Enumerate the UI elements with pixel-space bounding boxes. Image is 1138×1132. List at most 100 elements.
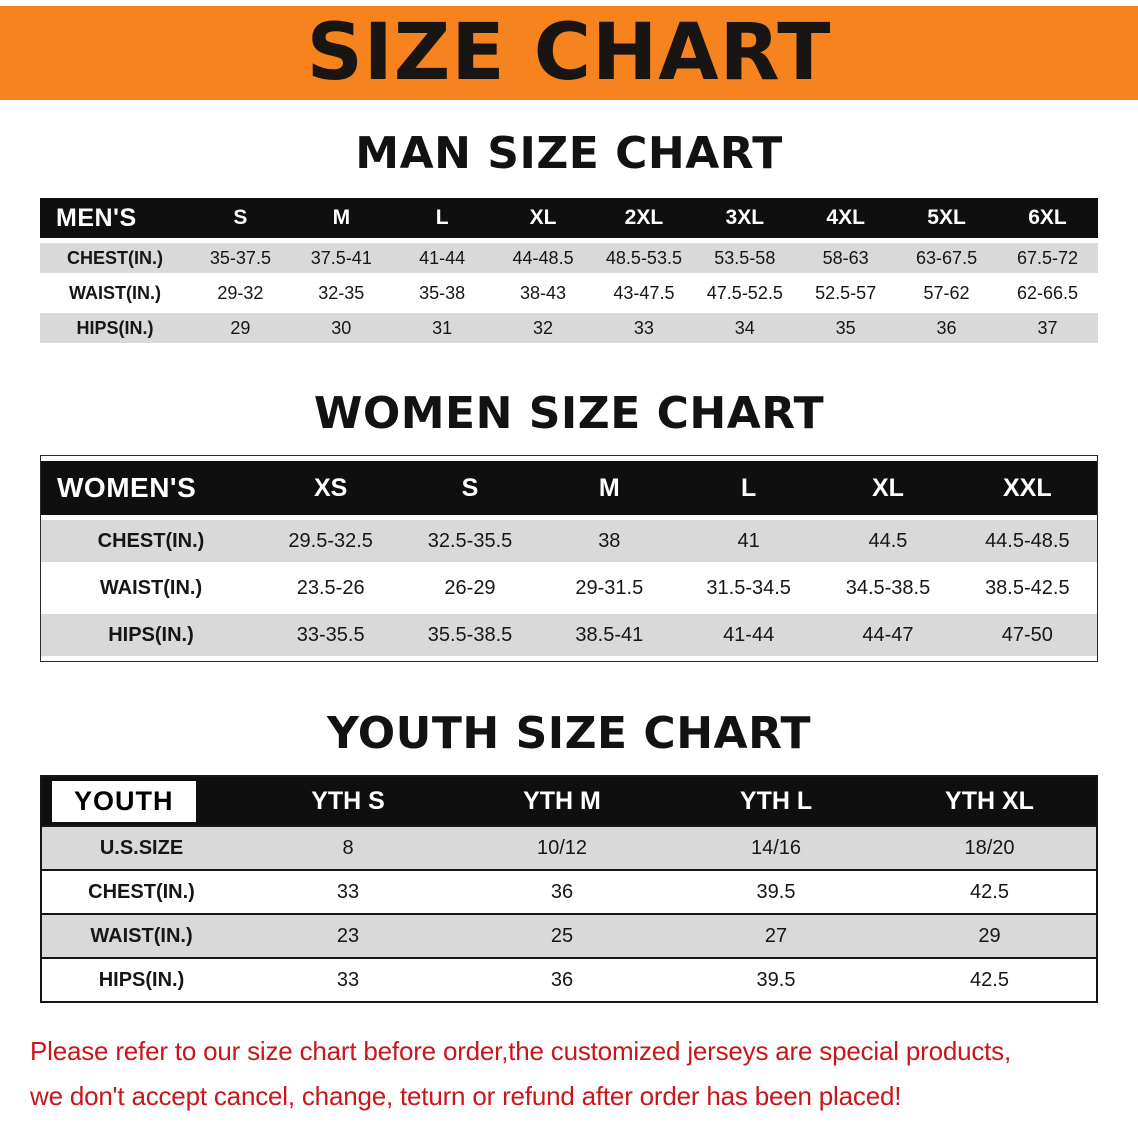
size-value-cell: 8 xyxy=(241,826,455,870)
size-value-cell: 58-63 xyxy=(795,243,897,273)
table-row: CHEST(IN.) 35-37.5 37.5-41 41-44 44-48.5 48.5… xyxy=(40,243,1098,273)
row-label: HIPS(IN.) xyxy=(41,614,261,656)
table-row: CHEST(IN.) 29.5-32.5 32.5-35.5 38 41 44.5 44.5… xyxy=(41,520,1097,562)
size-value-cell: 35 xyxy=(795,313,897,343)
row-label: WAIST(IN.) xyxy=(40,278,190,308)
men-size-table: MEN'S S M L XL 2XL 3XL 4XL 5XL 6XL CHEST(IN.) 35-37… xyxy=(40,193,1098,348)
table-row: HIPS(IN.) 29 30 31 32 33 34 35 36 37 xyxy=(40,313,1098,343)
size-value-cell: 34 xyxy=(694,313,796,343)
size-column-header: 2XL xyxy=(593,198,695,238)
size-column-header: YTH XL xyxy=(883,776,1097,826)
size-value-cell: 29.5-32.5 xyxy=(261,520,401,562)
size-column-header: XXL xyxy=(957,461,1097,515)
size-value-cell: 35-38 xyxy=(391,278,493,308)
table-body: CHEST(IN.) 29.5-32.5 32.5-35.5 38 41 44.5 44.5… xyxy=(41,520,1097,656)
women-section-heading: WOMEN SIZE CHART xyxy=(313,388,825,439)
table-row: CHEST(IN.) 33 36 39.5 42.5 xyxy=(41,870,1097,914)
size-value-cell: 31.5-34.5 xyxy=(678,567,819,609)
women-size-table: WOMEN'S XS S M L XL XXL CHEST(IN.) 29.5-32.5 32.5… xyxy=(40,455,1098,662)
size-value-cell: 36 xyxy=(455,958,669,1002)
size-column-header: XS xyxy=(261,461,401,515)
size-value-cell: 41 xyxy=(678,520,819,562)
size-column-header: YTH L xyxy=(669,776,883,826)
row-label: CHEST(IN.) xyxy=(41,520,261,562)
size-column-header: M xyxy=(539,461,679,515)
table-row: WAIST(IN.) 29-32 32-35 35-38 38-43 43-47.5 47.… xyxy=(40,278,1098,308)
size-value-cell: 44.5 xyxy=(818,520,958,562)
table-header-row: YOUTH YTH S YTH M YTH L YTH XL xyxy=(41,776,1097,826)
size-value-cell: 42.5 xyxy=(883,870,1097,914)
table-row: WAIST(IN.) 23 25 27 29 xyxy=(41,914,1097,958)
size-value-cell: 41-44 xyxy=(678,614,819,656)
title-banner: SIZE CHART xyxy=(0,6,1138,100)
footer-line-2: we don't accept cancel, change, teturn o… xyxy=(30,1080,902,1111)
row-label: WAIST(IN.) xyxy=(41,567,261,609)
size-value-cell: 35-37.5 xyxy=(190,243,291,273)
size-value-cell: 42.5 xyxy=(883,958,1097,1002)
size-value-cell: 37 xyxy=(997,313,1098,343)
size-value-cell: 35.5-38.5 xyxy=(400,614,540,656)
size-column-header: 5XL xyxy=(896,198,997,238)
size-column-header: 3XL xyxy=(694,198,796,238)
table-head: MEN'S S M L XL 2XL 3XL 4XL 5XL 6XL xyxy=(40,198,1098,238)
table-head: WOMEN'S XS S M L XL XXL xyxy=(41,461,1097,515)
size-value-cell: 18/20 xyxy=(883,826,1097,870)
size-column-header: L xyxy=(678,461,819,515)
size-value-cell: 52.5-57 xyxy=(795,278,897,308)
size-value-cell: 39.5 xyxy=(669,958,883,1002)
row-label: U.S.SIZE xyxy=(41,826,241,870)
size-value-cell: 36 xyxy=(455,870,669,914)
youth-section-heading: YOUTH SIZE CHART xyxy=(326,708,811,759)
size-value-cell: 29 xyxy=(190,313,291,343)
table-row: U.S.SIZE 8 10/12 14/16 18/20 xyxy=(41,826,1097,870)
footer-line-1: Please refer to our size chart before or… xyxy=(30,1036,1012,1066)
table-row: HIPS(IN.) 33-35.5 35.5-38.5 38.5-41 41-44 44-… xyxy=(41,614,1097,656)
corner-text: WOMEN'S xyxy=(57,472,197,503)
corner-text: MEN'S xyxy=(56,203,137,232)
youth-size-chart-section: YOUTH SIZE CHART YOUTH YTH S YTH M YTH L YTH… xyxy=(0,708,1138,1003)
size-value-cell: 37.5-41 xyxy=(290,243,392,273)
size-value-cell: 44.5-48.5 xyxy=(957,520,1097,562)
size-value-cell: 33-35.5 xyxy=(261,614,401,656)
size-column-header: XL xyxy=(818,461,958,515)
table-row: WAIST(IN.) 23.5-26 26-29 29-31.5 31.5-34.5 34… xyxy=(41,567,1097,609)
size-value-cell: 33 xyxy=(241,870,455,914)
size-value-cell: 32-35 xyxy=(290,278,392,308)
youth-size-table: YOUTH YTH S YTH M YTH L YTH XL U.S.SIZE 8 10/12… xyxy=(40,775,1098,1003)
size-value-cell: 32.5-35.5 xyxy=(400,520,540,562)
table-row: HIPS(IN.) 33 36 39.5 42.5 xyxy=(41,958,1097,1002)
size-value-cell: 36 xyxy=(896,313,997,343)
size-value-cell: 41-44 xyxy=(391,243,493,273)
size-value-cell: 23.5-26 xyxy=(261,567,401,609)
size-value-cell: 44-47 xyxy=(818,614,958,656)
size-value-cell: 25 xyxy=(455,914,669,958)
size-value-cell: 38.5-42.5 xyxy=(957,567,1097,609)
corner-text: YOUTH xyxy=(52,780,196,822)
size-value-cell: 44-48.5 xyxy=(492,243,594,273)
table-body: CHEST(IN.) 35-37.5 37.5-41 41-44 44-48.5 48.5… xyxy=(40,243,1098,343)
table-corner-label: YOUTH xyxy=(41,776,241,826)
row-label: CHEST(IN.) xyxy=(40,243,190,273)
men-section-heading: MAN SIZE CHART xyxy=(355,128,783,179)
footer-note: Please refer to our size chart before or… xyxy=(30,1029,1108,1132)
size-value-cell: 63-67.5 xyxy=(896,243,997,273)
size-value-cell: 47.5-52.5 xyxy=(694,278,796,308)
size-column-header: YTH M xyxy=(455,776,669,826)
table-header-row: WOMEN'S XS S M L XL XXL xyxy=(41,461,1097,515)
size-value-cell: 38.5-41 xyxy=(539,614,679,656)
size-value-cell: 14/16 xyxy=(669,826,883,870)
size-value-cell: 29 xyxy=(883,914,1097,958)
size-value-cell: 23 xyxy=(241,914,455,958)
size-value-cell: 29-31.5 xyxy=(539,567,679,609)
size-value-cell: 29-32 xyxy=(190,278,291,308)
table-header-row: MEN'S S M L XL 2XL 3XL 4XL 5XL 6XL xyxy=(40,198,1098,238)
size-value-cell: 48.5-53.5 xyxy=(593,243,695,273)
size-value-cell: 33 xyxy=(241,958,455,1002)
size-column-header: 6XL xyxy=(997,198,1098,238)
row-label: HIPS(IN.) xyxy=(40,313,190,343)
table-corner-label: WOMEN'S xyxy=(41,461,261,515)
row-label: CHEST(IN.) xyxy=(41,870,241,914)
size-value-cell: 47-50 xyxy=(957,614,1097,656)
table-body: U.S.SIZE 8 10/12 14/16 18/20 CHEST(IN.) 33 36 39… xyxy=(41,826,1097,1002)
